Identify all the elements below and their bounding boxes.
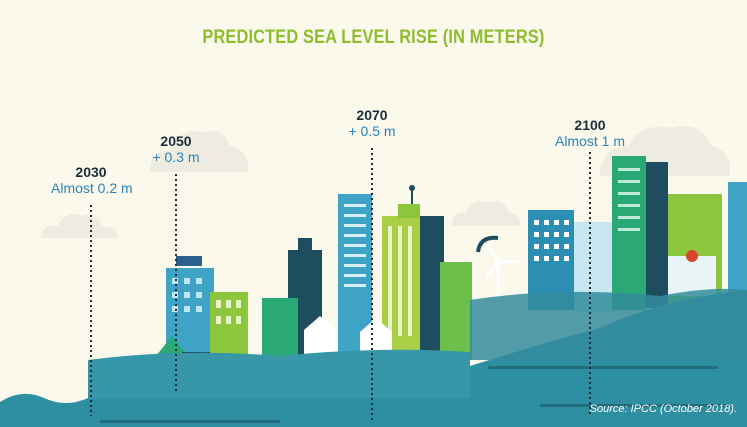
marker-year: 2100 — [574, 117, 606, 133]
cloud — [40, 214, 118, 238]
building — [728, 182, 747, 310]
building — [668, 256, 716, 296]
cloud — [452, 201, 521, 226]
water — [88, 349, 470, 398]
marker-2050: 2050 + 0.3 m — [136, 133, 216, 165]
building — [416, 216, 444, 360]
marker-year: 2030 — [75, 164, 107, 180]
cloud — [476, 235, 499, 253]
water — [470, 288, 747, 360]
building — [262, 298, 298, 360]
building — [612, 156, 646, 310]
building — [398, 204, 420, 218]
marker-rise: + 0.3 m — [152, 149, 200, 165]
marker-year: 2050 — [160, 133, 192, 149]
house — [304, 316, 336, 362]
solar-panel — [176, 256, 202, 266]
building — [298, 238, 312, 252]
marker-rise: Almost 0.2 m — [51, 180, 133, 196]
marker-year: 2070 — [356, 107, 388, 123]
marker-rise: Almost 1 m — [554, 133, 625, 149]
building — [440, 262, 472, 360]
marker-rise: + 0.5 m — [348, 123, 396, 139]
source-note: Source: IPCC (October 2018). — [589, 403, 737, 415]
marker-2070: 2070 + 0.5 m — [332, 107, 412, 139]
marker-2030: 2030 Almost 0.2 m — [51, 164, 133, 196]
cloud — [150, 130, 249, 172]
chart-title: PREDICTED SEA LEVEL RISE (IN METERS) — [202, 27, 545, 48]
marker-2100: 2100 Almost 1 m — [550, 117, 630, 149]
